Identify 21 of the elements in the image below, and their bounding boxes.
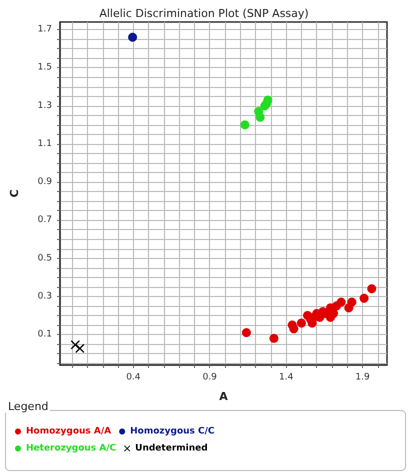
y-tick-label: 1.7 (38, 24, 52, 35)
y-tick-label: 1.3 (38, 100, 52, 111)
y-tick-label: 1.5 (38, 62, 52, 73)
y-tick-label: 0.9 (38, 177, 52, 188)
y-tick-label: 0.7 (38, 215, 52, 226)
x-axis-title: A (219, 390, 228, 403)
x-tick-label: 1.4 (278, 372, 294, 382)
y-tick-label: 0.1 (38, 330, 52, 340)
y-tick-label: 1.1 (38, 138, 52, 149)
legend-label: Heterozygous A/C (26, 444, 117, 454)
x-tick-label: 0.9 (202, 372, 218, 382)
x-tick-label: 1.9 (355, 372, 370, 382)
y-axis-title: C (8, 189, 21, 198)
legend-label: Homozygous A/A (26, 426, 112, 436)
legend-title: Legend (8, 400, 48, 413)
y-tick-label: 0.3 (38, 291, 52, 302)
legend-label: Undetermined (135, 444, 208, 454)
chart-title: Allelic Discrimination Plot (SNP Assay) (99, 7, 309, 20)
legend-label: Homozygous C/C (130, 426, 215, 436)
y-tick-label: 0.5 (38, 253, 52, 264)
x-tick-label: 0.4 (126, 372, 141, 382)
